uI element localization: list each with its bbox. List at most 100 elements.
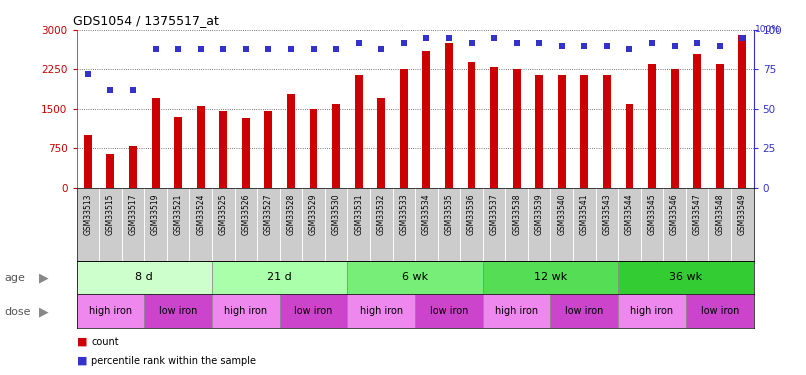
Text: high iron: high iron <box>630 306 674 316</box>
Bar <box>219 111 227 188</box>
Bar <box>490 67 498 188</box>
Text: ■: ■ <box>77 337 87 347</box>
Text: GSM33532: GSM33532 <box>376 194 386 235</box>
Point <box>172 46 185 52</box>
Text: GSM33527: GSM33527 <box>264 194 273 235</box>
Point <box>713 43 726 49</box>
Text: high iron: high iron <box>89 306 132 316</box>
Bar <box>625 104 634 188</box>
Point <box>646 40 659 46</box>
Text: GSM33519: GSM33519 <box>151 194 160 235</box>
Bar <box>152 98 160 188</box>
Text: 36 wk: 36 wk <box>669 273 703 282</box>
Bar <box>129 146 137 188</box>
Text: GSM33515: GSM33515 <box>106 194 115 235</box>
Text: GSM33529: GSM33529 <box>309 194 318 235</box>
Point <box>488 35 501 41</box>
Bar <box>174 117 182 188</box>
Point <box>736 35 749 41</box>
Text: low iron: low iron <box>294 306 333 316</box>
Point <box>375 46 388 52</box>
Bar <box>648 64 656 188</box>
Bar <box>212 294 280 328</box>
Text: low iron: low iron <box>159 306 197 316</box>
Bar <box>377 98 385 188</box>
Text: GSM33540: GSM33540 <box>557 194 567 235</box>
Point <box>600 43 613 49</box>
Point <box>442 35 455 41</box>
Text: low iron: low iron <box>565 306 604 316</box>
Point <box>217 46 230 52</box>
Point <box>239 46 252 52</box>
Text: 100%: 100% <box>755 26 781 34</box>
Bar <box>77 261 212 294</box>
Bar <box>347 261 483 294</box>
Point <box>420 35 433 41</box>
Bar <box>264 111 272 188</box>
Bar <box>618 261 754 294</box>
Point <box>307 46 320 52</box>
Text: dose: dose <box>4 307 31 317</box>
Text: GSM33543: GSM33543 <box>602 194 612 235</box>
Text: 8 d: 8 d <box>135 273 153 282</box>
Point <box>623 46 636 52</box>
Bar <box>445 43 453 188</box>
Bar <box>347 294 415 328</box>
Text: GSM33538: GSM33538 <box>512 194 521 235</box>
Bar <box>287 94 295 188</box>
Bar <box>483 294 550 328</box>
Bar <box>467 62 476 188</box>
Bar <box>738 35 746 188</box>
Point <box>691 40 704 46</box>
Bar <box>197 106 205 188</box>
Text: GSM33537: GSM33537 <box>489 194 499 235</box>
Text: age: age <box>4 273 25 283</box>
Text: GSM33545: GSM33545 <box>647 194 657 235</box>
Text: GSM33533: GSM33533 <box>399 194 409 235</box>
Bar <box>693 54 701 188</box>
Text: high iron: high iron <box>224 306 268 316</box>
Text: low iron: low iron <box>430 306 468 316</box>
Bar <box>550 294 618 328</box>
Bar <box>332 104 340 188</box>
Text: GDS1054 / 1375517_at: GDS1054 / 1375517_at <box>73 15 219 27</box>
Point <box>533 40 546 46</box>
Bar <box>106 154 114 188</box>
Text: 12 wk: 12 wk <box>534 273 567 282</box>
Bar <box>355 75 363 188</box>
Text: GSM33525: GSM33525 <box>218 194 228 235</box>
Text: GSM33531: GSM33531 <box>354 194 364 235</box>
Text: high iron: high iron <box>495 306 538 316</box>
Text: GSM33524: GSM33524 <box>196 194 206 235</box>
Bar <box>400 69 408 188</box>
Bar <box>310 109 318 188</box>
Point <box>330 46 343 52</box>
Bar <box>280 294 347 328</box>
Bar <box>84 135 92 188</box>
Text: GSM33547: GSM33547 <box>692 194 702 235</box>
Text: GSM33517: GSM33517 <box>128 194 138 235</box>
Bar <box>716 64 724 188</box>
Text: ▶: ▶ <box>39 272 48 285</box>
Text: high iron: high iron <box>359 306 403 316</box>
Point <box>465 40 478 46</box>
Point <box>127 87 139 93</box>
Bar <box>212 261 347 294</box>
Point <box>668 43 681 49</box>
Bar <box>671 69 679 188</box>
Text: GSM33549: GSM33549 <box>737 194 747 235</box>
Text: GSM33513: GSM33513 <box>83 194 93 235</box>
Text: GSM33548: GSM33548 <box>715 194 725 235</box>
Point <box>262 46 275 52</box>
Text: ▶: ▶ <box>39 306 48 318</box>
Point <box>81 71 94 77</box>
Text: count: count <box>91 337 118 347</box>
Text: percentile rank within the sample: percentile rank within the sample <box>91 356 256 366</box>
Bar <box>580 75 588 188</box>
Text: GSM33539: GSM33539 <box>534 194 544 235</box>
Text: GSM33546: GSM33546 <box>670 194 679 235</box>
Bar <box>77 294 144 328</box>
Point <box>104 87 117 93</box>
Point <box>285 46 297 52</box>
Bar <box>513 69 521 188</box>
